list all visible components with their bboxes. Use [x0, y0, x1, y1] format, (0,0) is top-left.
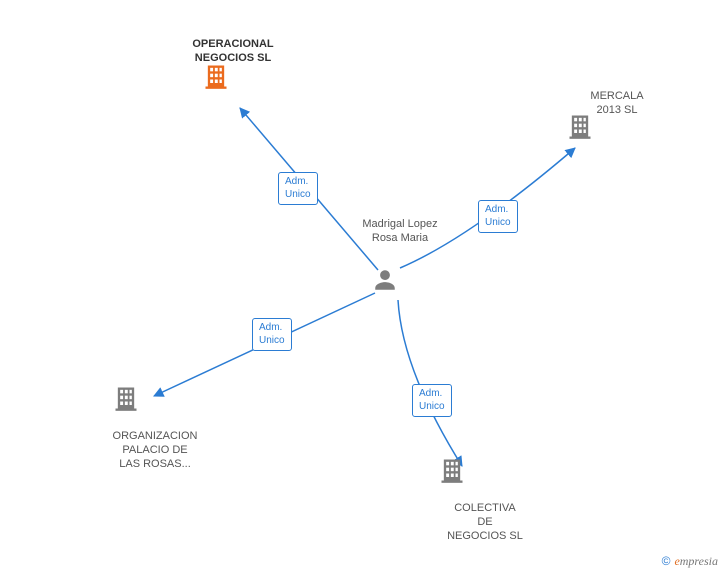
copyright-icon: © — [662, 554, 671, 568]
company-node-label: ORGANIZACION PALACIO DE LAS ROSAS... — [100, 430, 210, 471]
company-node-label: OPERACIONAL NEGOCIOS SL — [178, 38, 288, 66]
center-node-label: Madrigal Lopez Rosa Maria — [360, 218, 440, 246]
diagram-canvas: Madrigal Lopez Rosa Maria OPERACIONAL NE… — [0, 0, 728, 575]
edge-role-label: Adm. Unico — [412, 384, 452, 417]
company-node-label: MERCALA 2013 SL — [562, 90, 672, 118]
edge-role-label: Adm. Unico — [278, 172, 318, 205]
edges-layer — [0, 0, 728, 575]
branding-copyright: ©empresia — [662, 554, 718, 569]
building-icon — [112, 384, 140, 412]
edge-role-label: Adm. Unico — [252, 318, 292, 351]
person-icon — [372, 267, 398, 293]
building-icon — [202, 62, 230, 90]
edge-role-label: Adm. Unico — [478, 200, 518, 233]
company-node-label: COLECTIVA DE NEGOCIOS SL — [430, 502, 540, 543]
relationship-edge — [398, 300, 462, 466]
building-icon — [438, 456, 466, 484]
